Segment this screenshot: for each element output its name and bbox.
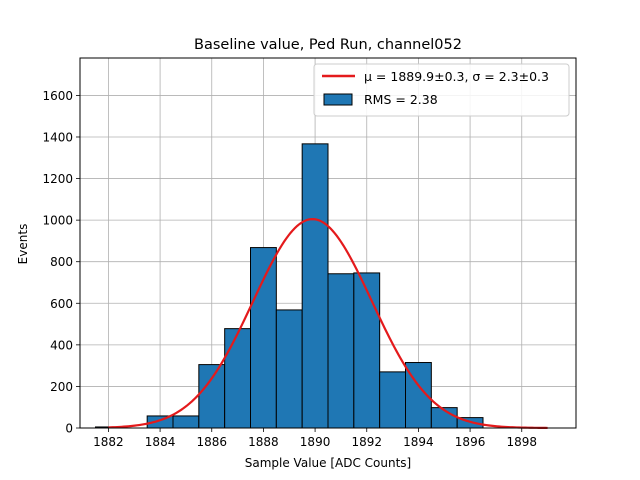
x-tick-label: 1896	[455, 435, 486, 449]
histogram-bar	[275, 309, 303, 429]
fit-curve	[108, 217, 548, 430]
histogram-bar	[353, 272, 381, 429]
y-tick-label: 600	[50, 297, 73, 311]
y-tick-label: 1600	[42, 89, 73, 103]
histogram-bar	[250, 247, 277, 429]
x-tick-label: 1890	[300, 435, 331, 449]
histogram-bar	[198, 364, 226, 429]
histogram-bar	[379, 371, 406, 429]
x-tick-label: 1898	[506, 435, 537, 449]
y-tick-label: 800	[50, 255, 73, 269]
y-tick-label: 1000	[42, 214, 73, 228]
legend-fit-label: μ = 1889.9±0.3, σ = 2.3±0.3	[364, 69, 549, 84]
histogram-bar	[224, 328, 252, 429]
y-axis-ticks: 0 200 400 600 800 1000 1200 1400 1600	[42, 89, 80, 436]
x-tick-label: 1888	[248, 435, 279, 449]
legend-rms-label: RMS = 2.38	[364, 92, 438, 107]
histogram-bars	[95, 143, 484, 429]
y-tick-label: 200	[50, 380, 73, 394]
legend-histogram-swatch	[323, 93, 353, 106]
histogram-bar	[172, 415, 200, 429]
y-tick-label: 0	[65, 422, 73, 436]
y-tick-label: 400	[50, 338, 73, 352]
y-axis-label: Events	[16, 224, 30, 265]
gaussian-fit	[108, 217, 548, 430]
x-tick-label: 1884	[145, 435, 176, 449]
histogram-bar	[301, 143, 329, 429]
y-tick-label: 1400	[42, 130, 73, 144]
histogram-bar	[327, 273, 355, 429]
y-tick-label: 1200	[42, 172, 73, 186]
x-axis-label: Sample Value [ADC Counts]	[245, 456, 411, 470]
plot-frame	[79, 57, 577, 429]
x-tick-label: 1882	[93, 435, 124, 449]
x-tick-label: 1886	[196, 435, 227, 449]
legend: μ = 1889.9±0.3, σ = 2.3±0.3 RMS = 2.38	[313, 63, 570, 117]
chart-title: Baseline value, Ped Run, channel052	[194, 37, 462, 53]
legend-box	[313, 63, 570, 117]
x-tick-label: 1894	[403, 435, 434, 449]
x-tick-label: 1892	[351, 435, 382, 449]
x-axis-ticks: 1882 1884 1886 1888 1890 1892 1894 1896 1898	[93, 428, 537, 449]
